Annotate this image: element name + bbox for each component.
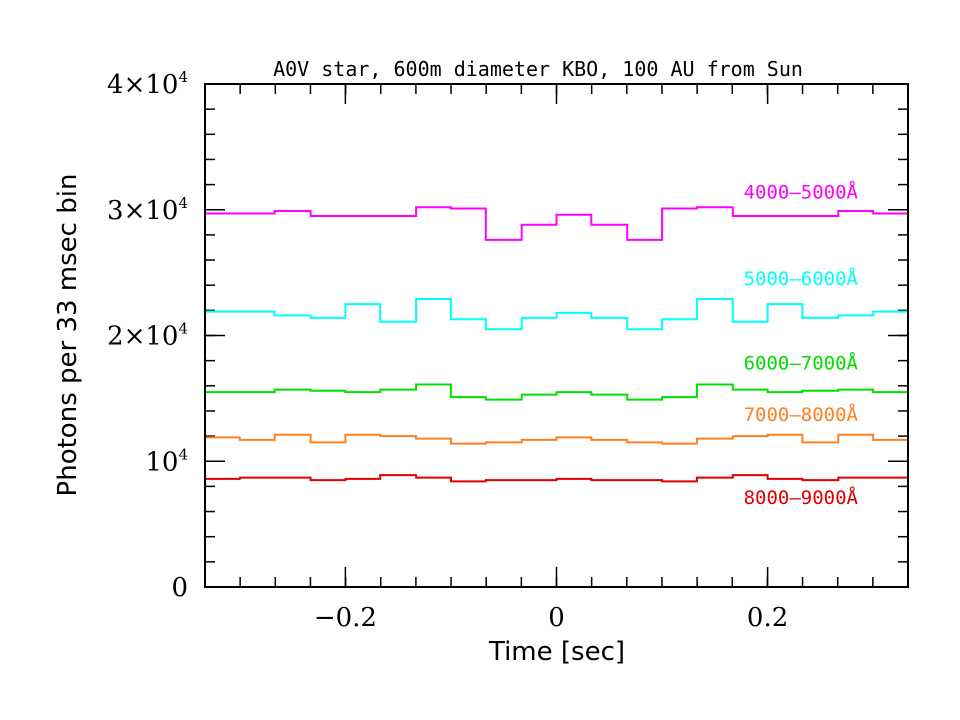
plot-series — [205, 206, 908, 483]
y-tick-label: 4×104 — [107, 68, 188, 100]
x-tick-label: −0.2 — [314, 603, 377, 633]
series-line — [205, 383, 908, 401]
series-line — [205, 433, 908, 445]
x-tick-label: 0.2 — [747, 603, 788, 633]
series-line — [205, 206, 908, 241]
axis-ticks — [204, 83, 909, 588]
y-tick-label: 104 — [145, 445, 188, 477]
series-label: 8000–9000Å — [744, 486, 859, 509]
series-label: 7000–8000Å — [744, 403, 859, 426]
series-label: 5000–6000Å — [744, 267, 859, 290]
series-label: 4000–5000Å — [744, 180, 859, 203]
y-tick-labels: 0 104 2×104 3×104 4×104 — [107, 68, 188, 603]
y-tick-label: 2×104 — [107, 320, 188, 352]
x-tick-label: 0 — [548, 603, 565, 633]
series-labels: 4000–5000Å 5000–6000Å 6000–7000Å 7000–8000Å… — [744, 180, 859, 509]
series-label: 6000–7000Å — [744, 351, 859, 374]
x-tick-labels: −0.2 0 0.2 — [314, 603, 788, 633]
chart-title: A0V star, 600m diameter KBO, 100 AU from… — [273, 57, 803, 81]
series-line — [205, 298, 908, 331]
y-tick-label: 0 — [171, 573, 188, 603]
y-axis-title: Photons per 33 msec bin — [53, 174, 83, 497]
series-line — [205, 474, 908, 483]
x-axis-title: Time [sec] — [488, 637, 625, 667]
y-tick-label: 3×104 — [107, 194, 188, 226]
plot-frame — [204, 83, 909, 588]
